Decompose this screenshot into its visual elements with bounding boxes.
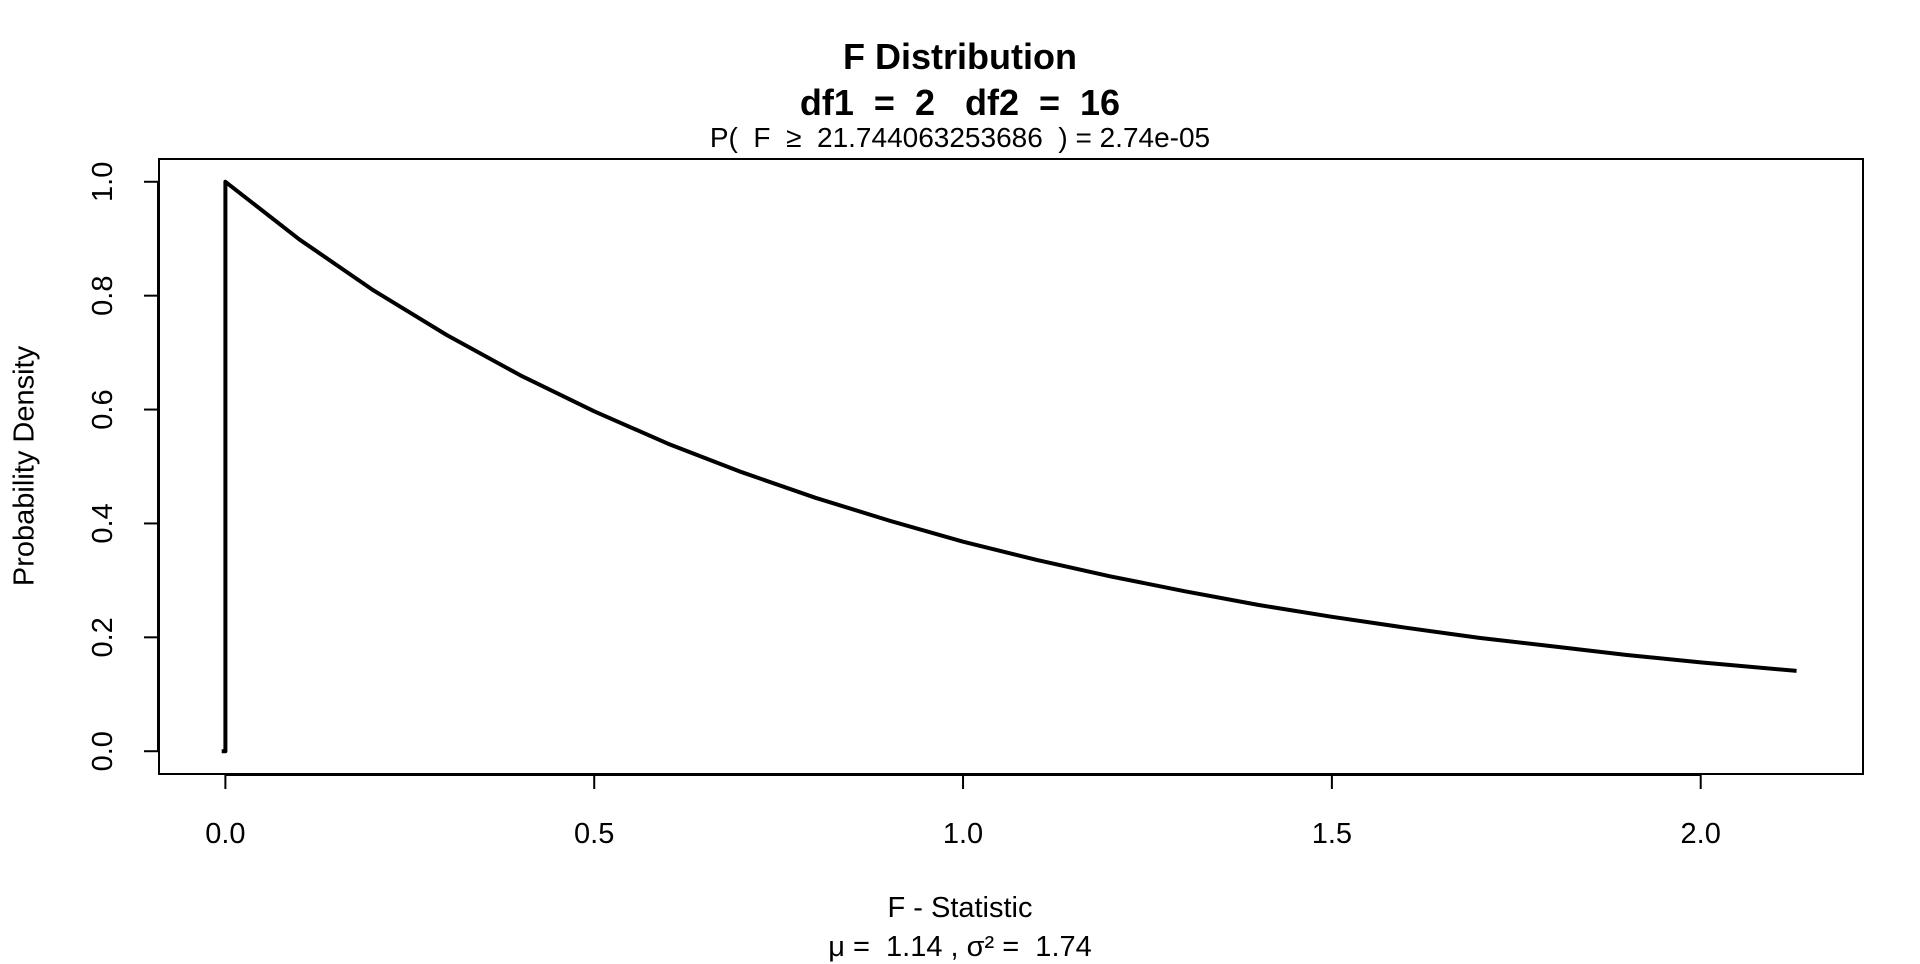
y-tick-label: 0.6 xyxy=(87,389,119,429)
x-axis: 0.0 0.5 1.0 1.5 2.0 xyxy=(205,774,1721,850)
probability-label: P( F ≥ 21.744063253686 ) = 2.74e-05 xyxy=(709,122,1211,153)
density-curve xyxy=(221,179,1797,754)
y-tick-label: 0.2 xyxy=(87,617,119,657)
stats-label: μ = 1.14 , σ² = 1.74 xyxy=(828,931,1092,963)
y-tick-label: 1.0 xyxy=(87,162,119,202)
x-tick-label: 0.5 xyxy=(574,818,614,850)
chart-subtitle: df1 = 2 df2 = 16 xyxy=(799,82,1121,123)
y-tick-label: 0.8 xyxy=(87,276,119,316)
plot-frame xyxy=(158,158,1864,775)
y-axis-label: Probability Density xyxy=(8,345,41,587)
y-axis: 0.0 0.2 0.4 0.6 0.8 1.0 xyxy=(87,162,159,771)
x-tick-label: 0.0 xyxy=(205,818,245,850)
x-tick-label: 1.5 xyxy=(1312,818,1352,850)
y-tick-label: 0.0 xyxy=(87,731,119,771)
x-tick-label: 2.0 xyxy=(1681,818,1721,850)
chart-title: F Distribution xyxy=(843,36,1077,77)
x-tick-label: 1.0 xyxy=(943,818,983,850)
x-axis-label: F - Statistic xyxy=(887,892,1033,924)
y-tick-label: 0.4 xyxy=(87,503,119,543)
